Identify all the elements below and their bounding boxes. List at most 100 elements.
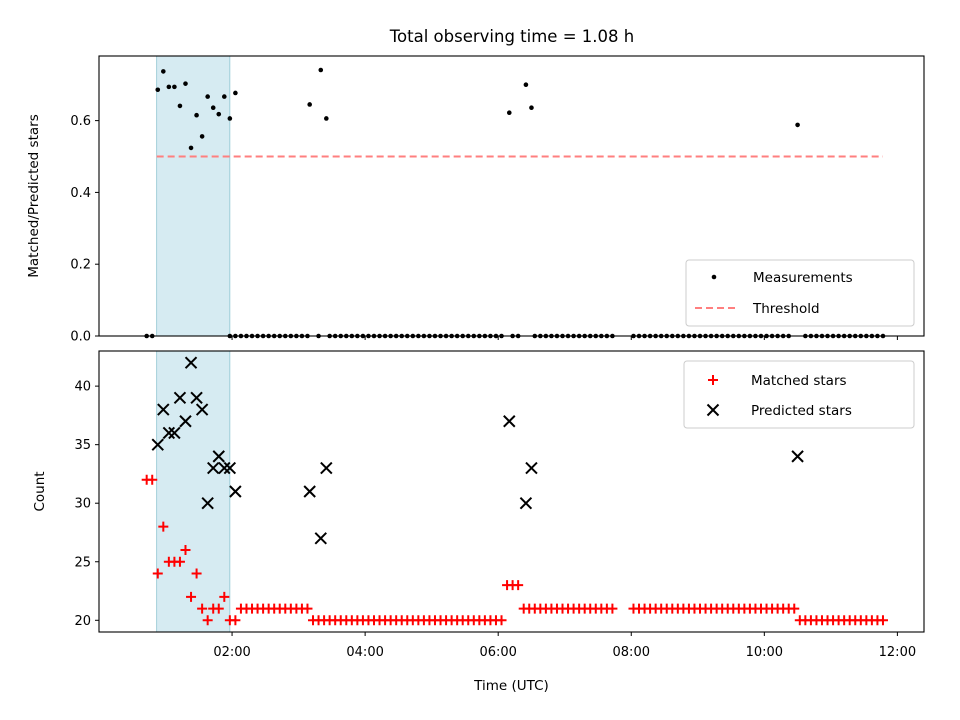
measurement-point [216, 111, 222, 117]
bottom-y-tick-label: 25 [74, 555, 91, 570]
bottom-y-axis: 20 25 30 35 40 [74, 380, 99, 629]
measurement-point [188, 145, 194, 151]
predicted-star-point [184, 356, 198, 369]
bottom-y-tick-label: 40 [74, 380, 91, 395]
predicted-star-point [519, 497, 533, 510]
measurement-point [324, 116, 329, 121]
top-legend: Measurements Threshold [685, 259, 915, 327]
matched-star-point [191, 568, 202, 579]
matched-star-point [174, 556, 185, 567]
chart-title: Total observing time = 1.08 h [389, 27, 634, 46]
predicted-star-point [212, 450, 225, 463]
predicted-star-point [173, 391, 187, 405]
x-tick-label: 10:00 [746, 645, 783, 660]
top-x-ticks [231, 336, 898, 340]
legend-plus-glyph [708, 375, 718, 385]
predicted-star-point [168, 426, 181, 440]
predicted-star-point [314, 532, 327, 545]
legend-matched-label: Matched stars [751, 373, 847, 389]
top-observing-window-shade [156, 55, 231, 337]
predicted-star-point [791, 450, 804, 463]
predicted-star-point [190, 391, 203, 405]
measurement-point [222, 94, 227, 99]
legend-matched-marker [708, 375, 718, 385]
matched-star-point [158, 521, 169, 532]
measurement-point [194, 112, 199, 118]
predicted-star-point [157, 403, 170, 416]
matched-star-point [213, 603, 224, 614]
matched-star-point [147, 474, 158, 485]
matched-star-point [877, 615, 888, 626]
measurement-point [523, 82, 529, 88]
bottom-legend-box [683, 360, 915, 429]
measurement-point [506, 110, 512, 116]
predicted-star-point [179, 415, 192, 428]
top-y-tick-label: 0.0 [70, 330, 91, 345]
predicted-star-point [503, 415, 516, 428]
matched-star-point [496, 615, 507, 626]
measurement-point [172, 84, 177, 90]
measurement-point [227, 116, 233, 121]
legend-measurements-marker [711, 274, 717, 280]
bottom-y-tick-label: 30 [74, 497, 91, 512]
bottom-legend: Matched stars Predicted stars [683, 360, 915, 429]
predicted-star-point [162, 426, 176, 440]
top-legend-box [685, 259, 915, 327]
top-panel-frame [98, 55, 925, 337]
predicted-stars-layer [151, 356, 804, 545]
legend-measurements-label: Measurements [753, 270, 853, 286]
matched-star-point [789, 603, 800, 614]
measurement-point [318, 67, 324, 73]
top-y-axis-label: Matched/Predicted stars [26, 114, 42, 277]
matched-star-point [219, 591, 230, 602]
x-tick-label: 04:00 [346, 645, 383, 660]
matched-star-point [230, 615, 241, 626]
x-tick-label: 08:00 [613, 645, 650, 660]
bottom-observing-window-shade [156, 350, 231, 633]
measurement-point [199, 134, 205, 139]
top-y-tick-label: 0.2 [70, 258, 91, 273]
predicted-star-point [223, 461, 237, 475]
predicted-star-point [207, 461, 220, 475]
bottom-y-axis-label: Count [32, 471, 48, 511]
measurement-point [183, 81, 188, 86]
measurement-point [795, 122, 800, 128]
x-tick-label: 06:00 [479, 645, 516, 660]
measurement-point [205, 94, 210, 99]
bottom-shade-rect [156, 350, 231, 633]
predicted-star-point [201, 497, 214, 510]
matched-stars-layer [141, 474, 888, 626]
bottom-y-tick-label: 35 [74, 438, 91, 453]
measurement-point [529, 105, 534, 110]
legend-predicted-marker [706, 403, 720, 417]
predicted-star-point [320, 461, 333, 475]
measurement-point [166, 84, 172, 90]
measurement-point [155, 87, 161, 93]
bottom-x-axis: 02:00 04:00 06:00 08:00 10:00 12:00 [213, 632, 916, 660]
predicted-star-point [303, 485, 316, 498]
measurement-point [210, 105, 216, 110]
bottom-panel-frame [98, 350, 925, 633]
matched-star-point [152, 568, 163, 579]
predicted-star-point [229, 485, 242, 498]
top-panel: 0.0 0.2 0.4 0.6 Matched/Predicted stars Mea… [26, 55, 925, 345]
legend-x-glyph [706, 403, 720, 417]
x-tick-label: 12:00 [879, 645, 916, 660]
matched-star-point [302, 603, 313, 614]
measurement-point [177, 103, 183, 109]
matched-star-point [197, 603, 208, 614]
predicted-star-point [151, 438, 164, 451]
top-y-tick-label: 0.4 [70, 186, 91, 201]
matched-star-point [180, 545, 191, 556]
x-tick-label: 02:00 [213, 645, 250, 660]
bottom-y-tick-label: 20 [74, 614, 91, 629]
predicted-star-point [525, 461, 538, 475]
matched-star-point [513, 580, 524, 591]
matched-star-point [186, 591, 197, 602]
legend-predicted-label: Predicted stars [751, 403, 852, 419]
predicted-star-point [195, 403, 209, 416]
x-axis-label: Time (UTC) [473, 678, 549, 694]
predicted-star-point [218, 461, 231, 475]
matched-star-point [607, 603, 618, 614]
